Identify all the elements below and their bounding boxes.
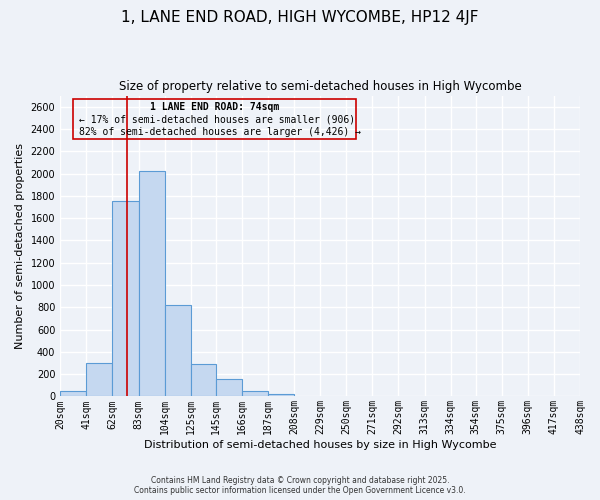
Text: Contains HM Land Registry data © Crown copyright and database right 2025.
Contai: Contains HM Land Registry data © Crown c… bbox=[134, 476, 466, 495]
Text: 1 LANE END ROAD: 74sqm: 1 LANE END ROAD: 74sqm bbox=[150, 102, 279, 112]
X-axis label: Distribution of semi-detached houses by size in High Wycombe: Distribution of semi-detached houses by … bbox=[144, 440, 496, 450]
Bar bbox=[73, 99, 356, 139]
Bar bbox=[164, 305, 191, 396]
Bar bbox=[60, 391, 86, 396]
Bar bbox=[139, 172, 164, 396]
Bar bbox=[242, 392, 268, 396]
Bar bbox=[268, 394, 294, 396]
Text: ← 17% of semi-detached houses are smaller (906): ← 17% of semi-detached houses are smalle… bbox=[79, 114, 355, 124]
Bar bbox=[191, 364, 215, 396]
Text: 82% of semi-detached houses are larger (4,426) →: 82% of semi-detached houses are larger (… bbox=[79, 126, 361, 136]
Y-axis label: Number of semi-detached properties: Number of semi-detached properties bbox=[15, 143, 25, 349]
Text: 1, LANE END ROAD, HIGH WYCOMBE, HP12 4JF: 1, LANE END ROAD, HIGH WYCOMBE, HP12 4JF bbox=[121, 10, 479, 25]
Bar bbox=[86, 363, 112, 396]
Bar bbox=[215, 379, 242, 396]
Bar bbox=[112, 202, 139, 396]
Title: Size of property relative to semi-detached houses in High Wycombe: Size of property relative to semi-detach… bbox=[119, 80, 521, 93]
